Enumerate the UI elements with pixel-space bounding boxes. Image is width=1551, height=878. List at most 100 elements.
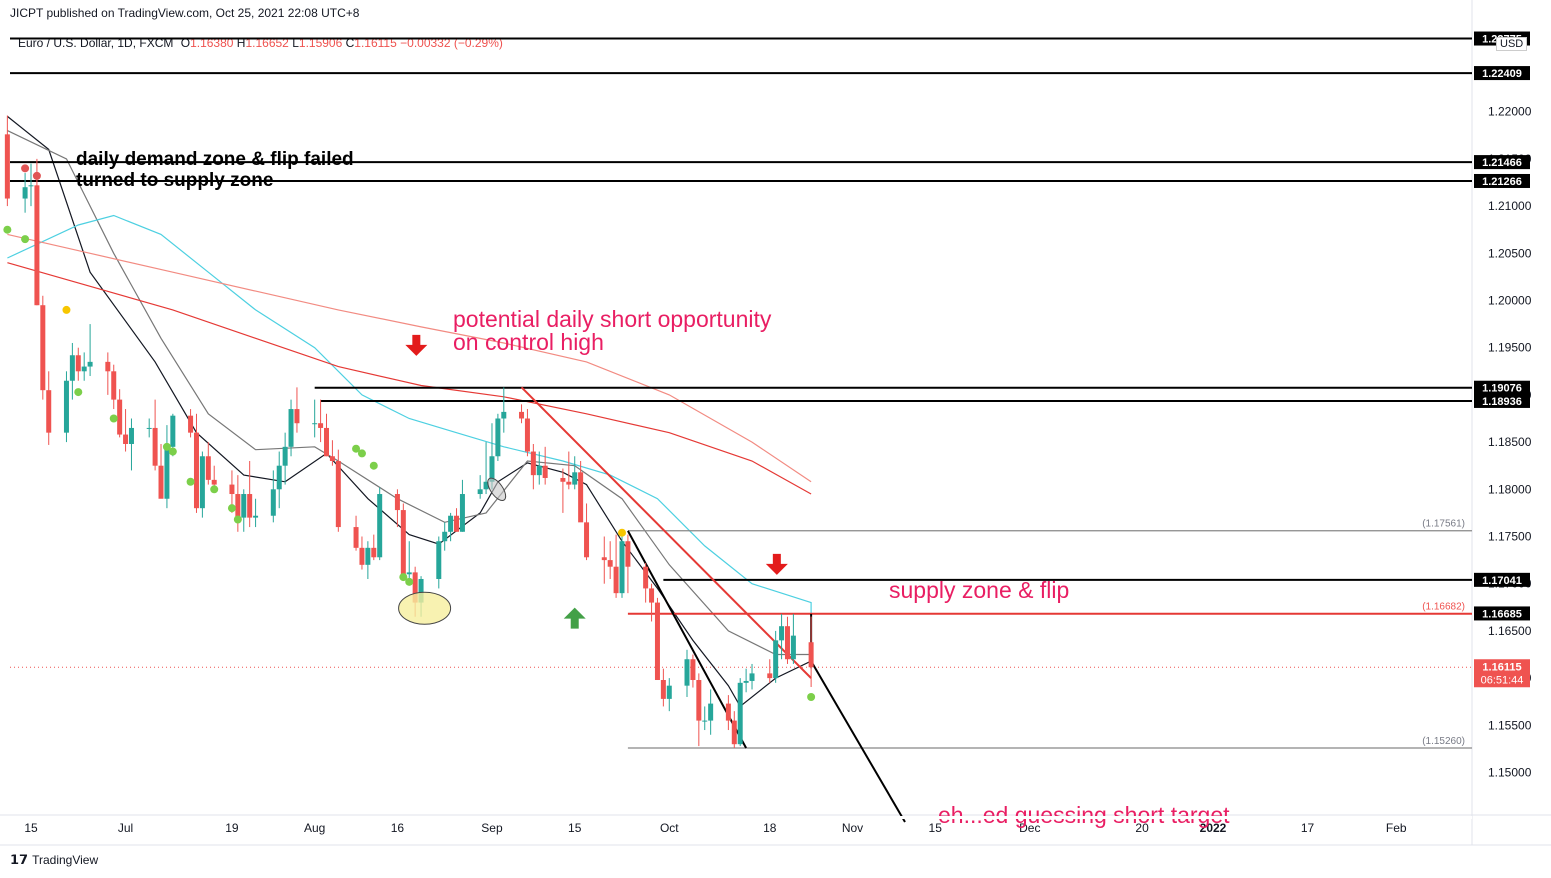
candle-body bbox=[660, 680, 666, 699]
candle-body bbox=[324, 427, 329, 457]
arrow-down-icon bbox=[765, 553, 788, 575]
annotation-supply-zone: turned to supply zone bbox=[76, 170, 273, 191]
candle-body bbox=[708, 703, 714, 721]
signal-dot-green bbox=[352, 444, 361, 453]
y-tick-label: 1.18000 bbox=[1488, 482, 1532, 496]
open-label: O bbox=[180, 36, 191, 50]
x-tick-label: 20 bbox=[1135, 821, 1149, 835]
candle-body bbox=[40, 305, 46, 391]
low-label: L bbox=[292, 36, 299, 50]
candle-body bbox=[28, 185, 34, 187]
candle-body bbox=[282, 446, 288, 466]
candle-body bbox=[412, 572, 418, 603]
candle-body bbox=[400, 510, 406, 575]
currency-label[interactable]: USD bbox=[1496, 37, 1528, 51]
candle-body bbox=[501, 411, 507, 419]
x-tick-label: 15 bbox=[568, 821, 582, 835]
projection-line bbox=[810, 660, 906, 823]
level-price-tag bbox=[1474, 393, 1530, 408]
candle-body bbox=[46, 390, 52, 433]
candle-body bbox=[164, 446, 170, 499]
signal-dot-green bbox=[162, 442, 171, 451]
level-price-label: 1.16685 bbox=[1482, 608, 1522, 620]
y-tick-label: 1.20000 bbox=[1488, 293, 1532, 307]
x-tick-label: 15 bbox=[929, 821, 943, 835]
tradingview-logo: 𝟭𝟳 TradingView bbox=[10, 852, 98, 868]
brand-name: TradingView bbox=[32, 853, 99, 867]
candle-body bbox=[578, 472, 584, 523]
candle-body bbox=[584, 522, 590, 558]
signal-dot-green bbox=[21, 235, 30, 244]
high-label: H bbox=[236, 36, 246, 50]
candle-body bbox=[288, 409, 294, 447]
candle-body bbox=[696, 680, 702, 721]
candle-body bbox=[483, 481, 489, 490]
candle-body bbox=[318, 423, 324, 428]
candle-body bbox=[128, 427, 134, 444]
candle-body bbox=[601, 557, 607, 561]
candle-body bbox=[519, 411, 525, 419]
arrow-up-icon bbox=[563, 607, 586, 629]
candle-body bbox=[247, 494, 253, 518]
x-tick-label: 19 bbox=[225, 821, 239, 835]
candle-body bbox=[353, 527, 359, 548]
y-tick-label: 1.15000 bbox=[1488, 766, 1532, 780]
x-tick-label: 15 bbox=[24, 821, 38, 835]
x-tick-label: 2022 bbox=[1200, 821, 1227, 835]
candle-body bbox=[81, 366, 87, 372]
bar-countdown-label: 06:51:44 bbox=[1481, 674, 1524, 686]
candle-body bbox=[117, 399, 123, 435]
level-price-label: 1.21266 bbox=[1482, 176, 1522, 188]
candle-body bbox=[276, 465, 282, 490]
candle-body bbox=[63, 380, 69, 433]
candle-body bbox=[619, 541, 625, 594]
candle-body bbox=[743, 680, 749, 683]
level-price-tag bbox=[1474, 66, 1530, 81]
highlight-ellipse bbox=[398, 591, 452, 625]
candle-body bbox=[566, 481, 572, 485]
candle-body bbox=[560, 477, 566, 482]
signal-dot-green bbox=[74, 388, 83, 397]
y-tick-label: 1.15500 bbox=[1488, 718, 1532, 732]
candle-body bbox=[4, 134, 10, 199]
x-tick-label: Jul bbox=[118, 821, 133, 835]
level-price-tag bbox=[1474, 155, 1530, 170]
candle-body bbox=[731, 720, 737, 745]
candle-body bbox=[489, 456, 495, 482]
candle-body bbox=[312, 423, 318, 425]
level-price-label: 1.19076 bbox=[1482, 383, 1522, 395]
plot-clip-mask bbox=[0, 816, 1472, 819]
current-price-label: 1.16115 bbox=[1482, 661, 1521, 673]
signal-dot-green bbox=[357, 449, 366, 458]
candle-body bbox=[146, 427, 152, 429]
y-tick-label: 1.17500 bbox=[1488, 530, 1532, 544]
candle-body bbox=[75, 355, 81, 372]
candle-body bbox=[123, 434, 129, 444]
candle-body bbox=[625, 541, 631, 567]
moving-average-line bbox=[7, 262, 812, 495]
signal-dot-green bbox=[3, 225, 12, 234]
candle-body bbox=[170, 415, 176, 447]
annotation-short-target: eh...ed guessing short target bbox=[938, 802, 1230, 828]
level-price-tag bbox=[1474, 606, 1530, 621]
candle-body bbox=[702, 720, 708, 722]
level-price-label: 1.21466 bbox=[1482, 157, 1522, 169]
candle-body bbox=[572, 472, 578, 485]
level-price-tag bbox=[1474, 380, 1530, 395]
y-tick-label: 1.18500 bbox=[1488, 435, 1532, 449]
candle-body bbox=[442, 531, 448, 542]
candle-body bbox=[152, 427, 158, 466]
candle-body bbox=[229, 484, 235, 495]
annotation-demand-zone: daily demand zone & flip failed bbox=[76, 149, 354, 170]
candle-body bbox=[359, 547, 365, 565]
candle-body bbox=[371, 547, 377, 558]
candle-body bbox=[105, 361, 111, 372]
level-value-label: (1.15260) bbox=[1422, 736, 1465, 747]
candle-body bbox=[808, 642, 814, 668]
x-tick-label: 16 bbox=[391, 821, 405, 835]
candle-body bbox=[749, 673, 755, 681]
candle-body bbox=[649, 588, 655, 603]
candle-body bbox=[418, 578, 424, 603]
candle-body bbox=[607, 560, 613, 567]
